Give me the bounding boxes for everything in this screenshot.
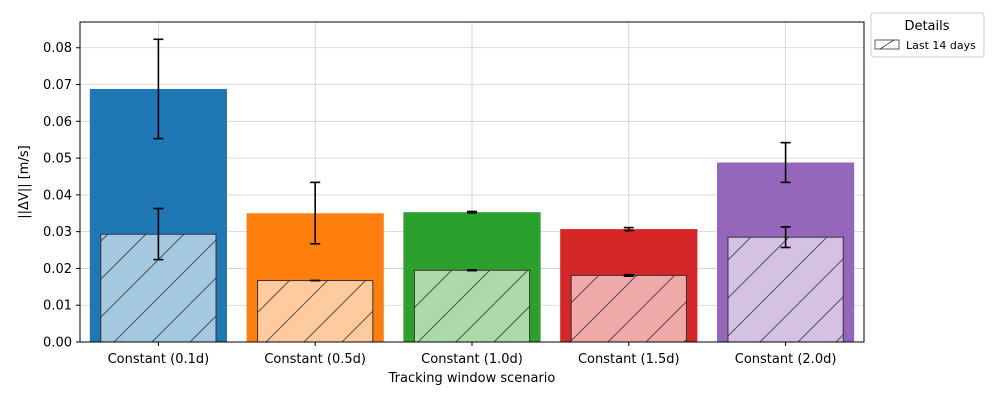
y-axis-label: ||ΔV|| [m/s] bbox=[17, 145, 32, 218]
bar-last-14-days-hatch bbox=[257, 280, 373, 342]
bar-last-14-days-hatch bbox=[727, 237, 844, 342]
x-tick-label: Constant (0.1d) bbox=[108, 352, 210, 367]
legend: Details Last 14 days bbox=[870, 12, 985, 58]
x-tick-label: Constant (1.0d) bbox=[421, 352, 523, 367]
y-tick-label: 0.04 bbox=[43, 188, 72, 203]
x-tick-label: Constant (2.0d) bbox=[735, 352, 837, 367]
bars bbox=[89, 88, 855, 343]
x-tick-label: Constant (0.5d) bbox=[264, 352, 366, 367]
y-tick-label: 0.06 bbox=[43, 115, 72, 130]
legend-entry-last-14-days: Last 14 days bbox=[906, 39, 976, 52]
y-tick-label: 0.02 bbox=[43, 262, 72, 277]
y-tick-label: 0.03 bbox=[43, 225, 72, 240]
error-bars bbox=[153, 38, 791, 282]
y-tick-label: 0.07 bbox=[43, 78, 72, 93]
x-axis-label: Tracking window scenario bbox=[388, 371, 556, 386]
legend-swatch-hatch bbox=[879, 39, 895, 50]
y-tick-label: 0.08 bbox=[43, 41, 72, 56]
y-tick-label: 0.01 bbox=[43, 299, 72, 314]
y-tick-label: 0.05 bbox=[43, 152, 72, 167]
y-tick-label: 0.00 bbox=[43, 336, 72, 351]
ticks: 0.00 0.01 0.02 0.03 0.04 0.05 0.06 0.07 0.08 Cons… bbox=[43, 41, 836, 367]
bar-last-14-days-hatch bbox=[571, 275, 687, 342]
x-tick-label: Constant (1.5d) bbox=[578, 352, 680, 367]
legend-title: Details bbox=[904, 19, 949, 34]
bar-last-14-days-hatch bbox=[414, 270, 530, 342]
